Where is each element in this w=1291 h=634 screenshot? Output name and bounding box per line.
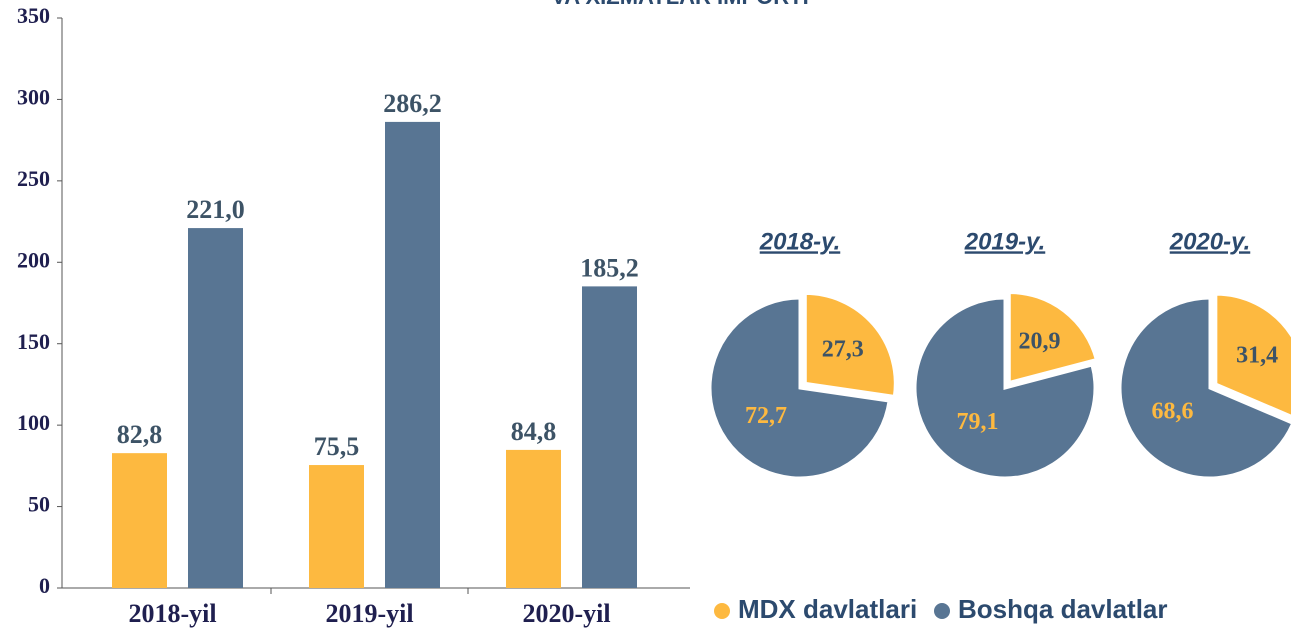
pie-title: 2018-y.	[759, 228, 841, 255]
legend-label: Boshqa davlatlar	[958, 594, 1168, 624]
pie-value-label: 68,6	[1151, 398, 1193, 424]
y-tick-label: 0	[39, 573, 50, 598]
y-tick-label: 300	[17, 84, 50, 109]
x-tick-label: 2020-yil	[522, 599, 610, 628]
y-tick-label: 100	[17, 410, 50, 435]
bar	[506, 449, 561, 588]
pie-value-label: 31,4	[1236, 342, 1278, 368]
y-tick-label: 350	[17, 3, 50, 28]
bar	[385, 121, 440, 588]
legend-label: MDX davlatlari	[738, 594, 917, 624]
pie-title: 2019-y.	[964, 228, 1046, 255]
x-tick-label: 2018-yil	[128, 599, 216, 628]
x-tick-label: 2019-yil	[325, 599, 413, 628]
legend-marker	[714, 603, 730, 619]
y-tick-label: 250	[17, 166, 50, 191]
pie-value-label: 79,1	[957, 409, 999, 435]
pie-slice	[708, 296, 891, 480]
bar-value-label: 185,2	[580, 253, 639, 282]
bar	[582, 286, 637, 588]
bar	[188, 228, 243, 589]
legend-marker	[934, 603, 950, 619]
bar-value-label: 75,5	[314, 432, 360, 461]
y-tick-label: 50	[28, 492, 50, 517]
y-tick-label: 200	[17, 247, 50, 272]
pie-slice	[1007, 290, 1099, 385]
chart-title: VA XIZMATLAR IMPORTI	[551, 0, 808, 9]
pie-slice	[1118, 296, 1291, 480]
y-tick-label: 150	[17, 329, 50, 354]
pie-value-label: 27,3	[822, 337, 864, 363]
bar-value-label: 82,8	[117, 420, 163, 449]
pie-value-label: 72,7	[745, 403, 787, 429]
bar-value-label: 286,2	[383, 89, 442, 118]
pie-title: 2020-y.	[1169, 228, 1251, 255]
pie-slice	[803, 291, 897, 399]
bar	[112, 453, 167, 588]
bar-value-label: 221,0	[186, 195, 245, 224]
bar	[309, 465, 364, 588]
pie-slice	[913, 296, 1097, 480]
pie-value-label: 20,9	[1018, 329, 1060, 355]
bar-value-label: 84,8	[511, 417, 557, 446]
